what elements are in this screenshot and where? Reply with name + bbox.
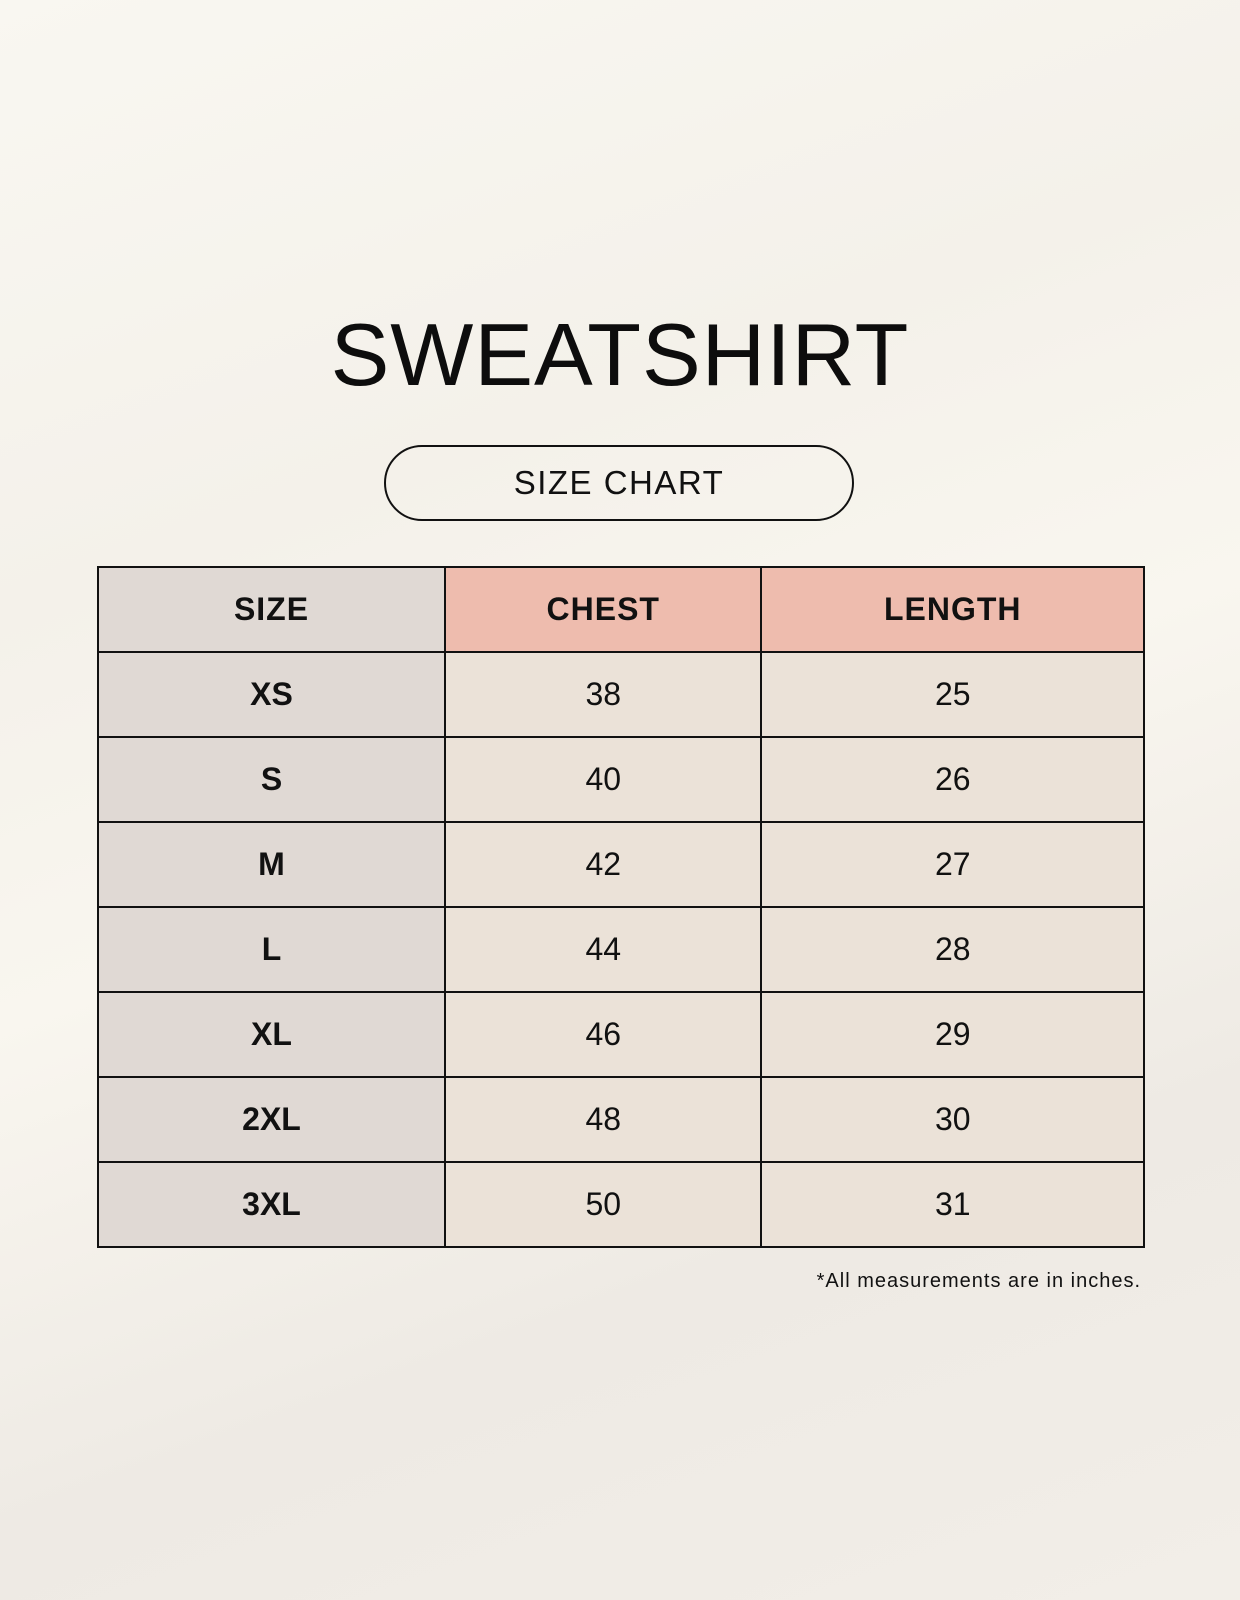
cell-length: 26 bbox=[760, 736, 1145, 823]
footnote: *All measurements are in inches. bbox=[816, 1270, 1141, 1292]
cell-chest: 46 bbox=[443, 991, 763, 1078]
cell-chest: 44 bbox=[443, 906, 763, 993]
size-table: SIZE CHEST LENGTH XS 38 25 S 40 26 M 42 27 L 44 28 X… bbox=[97, 566, 1145, 1248]
table-row: L 44 28 bbox=[97, 906, 1145, 993]
cell-length: 25 bbox=[760, 651, 1145, 738]
header-length: LENGTH bbox=[760, 566, 1145, 653]
cell-length: 30 bbox=[760, 1076, 1145, 1163]
cell-length: 29 bbox=[760, 991, 1145, 1078]
size-chart-label: SIZE CHART bbox=[384, 445, 854, 521]
cell-chest: 48 bbox=[443, 1076, 763, 1163]
cell-chest: 38 bbox=[443, 651, 763, 738]
table-row: 2XL 48 30 bbox=[97, 1076, 1145, 1163]
table-row: 3XL 50 31 bbox=[97, 1161, 1145, 1248]
cell-length: 31 bbox=[760, 1161, 1145, 1248]
header-size: SIZE bbox=[97, 566, 446, 653]
cell-chest: 42 bbox=[443, 821, 763, 908]
cell-length: 27 bbox=[760, 821, 1145, 908]
table-row: XL 46 29 bbox=[97, 991, 1145, 1078]
table-row: S 40 26 bbox=[97, 736, 1145, 823]
cell-size: 2XL bbox=[97, 1076, 446, 1163]
cell-length: 28 bbox=[760, 906, 1145, 993]
table-header-row: SIZE CHEST LENGTH bbox=[97, 566, 1145, 653]
cell-size: XL bbox=[97, 991, 446, 1078]
cell-size: XS bbox=[97, 651, 446, 738]
header-chest: CHEST bbox=[443, 566, 763, 653]
cell-size: S bbox=[97, 736, 446, 823]
table-row: M 42 27 bbox=[97, 821, 1145, 908]
cell-size: L bbox=[97, 906, 446, 993]
table-row: XS 38 25 bbox=[97, 651, 1145, 738]
cell-chest: 50 bbox=[443, 1161, 763, 1248]
cell-chest: 40 bbox=[443, 736, 763, 823]
cell-size: M bbox=[97, 821, 446, 908]
page-title: SWEATSHIRT bbox=[330, 305, 910, 404]
cell-size: 3XL bbox=[97, 1161, 446, 1248]
